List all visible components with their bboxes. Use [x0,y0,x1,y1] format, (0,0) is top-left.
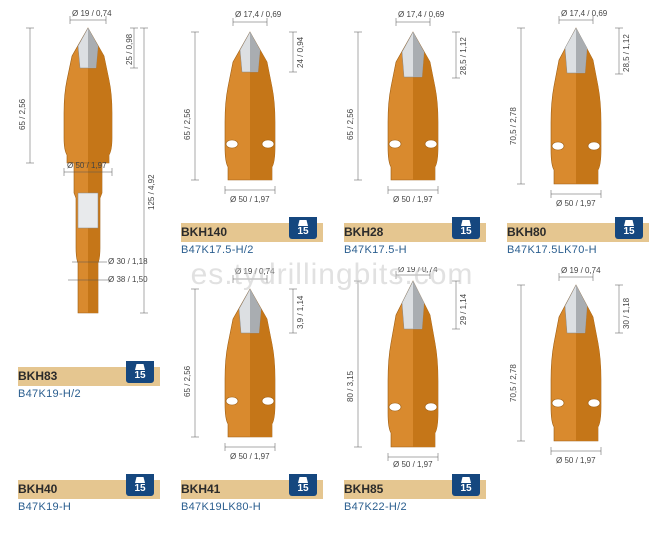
dim-base: Ø 50 / 1,97 [67,161,107,170]
dim-tip-h: 3,9 / 1,14 [296,295,305,329]
label-bkh140: BKH140 15 B47K17.5-H/2 [175,221,323,261]
dim-total: 65 / 2,56 [183,365,192,397]
label-bkh83: BKH83 15 B47K19-H/2 [12,365,160,405]
dim-tip-h: 30 / 1,18 [622,297,631,329]
label-bkh85: BKH85 15 B47K22-H/2 [338,478,486,518]
code: BKH41 [181,482,220,496]
drawing-bkh85: Ø 19 / 0,74 70,5 / 2,78 30 / 1,18 Ø 50 /… [501,267,656,472]
dim-tip-h: 28,5 / 1,12 [459,37,468,75]
label-bkh40: BKH40 15 B47K19-H [12,478,160,518]
code: BKH80 [507,225,546,239]
drawing-bkh83: Ø 19 / 0,74 65 / 2,56 25 / 0,98 125 / 4,… [12,10,167,472]
subcode: B47K19LK80-H [181,501,261,513]
dim-tip-h: 28,5 / 1,12 [622,34,631,72]
dim-tip: Ø 17,4 / 0,69 [398,10,445,19]
dim-tip: Ø 19 / 0,74 [561,267,601,275]
dim-shank-h: 125 / 4,92 [147,174,156,210]
label-bkh80: BKH80 15 B47K17.5LK70-H [501,221,649,261]
code: BKH28 [344,225,383,239]
badge: 15 [126,361,154,383]
dim-base: Ø 50 / 1,97 [230,195,270,204]
subcode: B47K22-H/2 [344,501,407,513]
drawing-bkh41: Ø 19 / 0,74 80 / 3,15 29 / 1,14 Ø 50 / 1… [338,267,493,472]
dim-total: 80 / 3,15 [346,370,355,402]
dim-tip: Ø 19 / 0,74 [72,10,112,18]
dim-base: Ø 50 / 1,97 [230,452,270,461]
label-bkh41: BKH41 15 B47K19LK80-H [175,478,323,518]
badge: 15 [615,217,643,239]
dim-total: 65 / 2,56 [18,98,27,130]
subcode: B47K19-H [18,501,71,513]
dim-tip-h: 29 / 1,14 [459,293,468,325]
dim-tip-h: 25 / 0,98 [125,33,134,65]
dim-tip-h: 24 / 0,94 [296,36,305,68]
subcode: B47K17.5-H/2 [181,244,254,256]
badge: 15 [452,474,480,496]
dim-base: Ø 50 / 1,97 [556,199,596,208]
label-bkh28: BKH28 15 B47K17.5-H [338,221,486,261]
badge: 15 [126,474,154,496]
badge: 15 [289,474,317,496]
dim-base: Ø 50 / 1,97 [393,195,433,204]
code: BKH85 [344,482,383,496]
dim-shank2: Ø 38 / 1,50 [108,275,148,284]
product-grid: Ø 17,4 / 0,69 65 / 2,56 24 / 0,94 Ø 50 /… [0,0,664,518]
code: BKH83 [18,369,57,383]
code: BKH140 [181,225,227,239]
subcode: B47K19-H/2 [18,388,81,400]
dim-total: 65 / 2,56 [183,108,192,140]
dim-tip: Ø 17,4 / 0,69 [561,10,608,18]
badge: 15 [452,217,480,239]
drawing-bkh28: Ø 17,4 / 0,69 65 / 2,56 28,5 / 1,12 Ø 50… [338,10,493,215]
subcode: B47K17.5LK70-H [507,244,597,256]
dim-total: 70,5 / 2,78 [509,107,518,145]
dim-tip: Ø 17,4 / 0,69 [235,10,282,19]
drawing-bkh80: Ø 17,4 / 0,69 70,5 / 2,78 28,5 / 1,12 Ø … [501,10,656,215]
dim-base: Ø 50 / 1,97 [393,460,433,469]
dim-shank1: Ø 30 / 1,18 [108,257,148,266]
dim-total: 65 / 2,56 [346,108,355,140]
drawing-bkh40: Ø 19 / 0,74 65 / 2,56 3,9 / 1,14 Ø 50 / … [175,267,330,472]
code: BKH40 [18,482,57,496]
subcode: B47K17.5-H [344,244,407,256]
dim-base: Ø 50 / 1,97 [556,456,596,465]
drawing-bkh140: Ø 17,4 / 0,69 65 / 2,56 24 / 0,94 Ø 50 /… [175,10,330,215]
dim-tip: Ø 19 / 0,74 [398,267,438,274]
dim-tip: Ø 19 / 0,74 [235,267,275,276]
badge: 15 [289,217,317,239]
dim-total: 70,5 / 2,78 [509,364,518,402]
